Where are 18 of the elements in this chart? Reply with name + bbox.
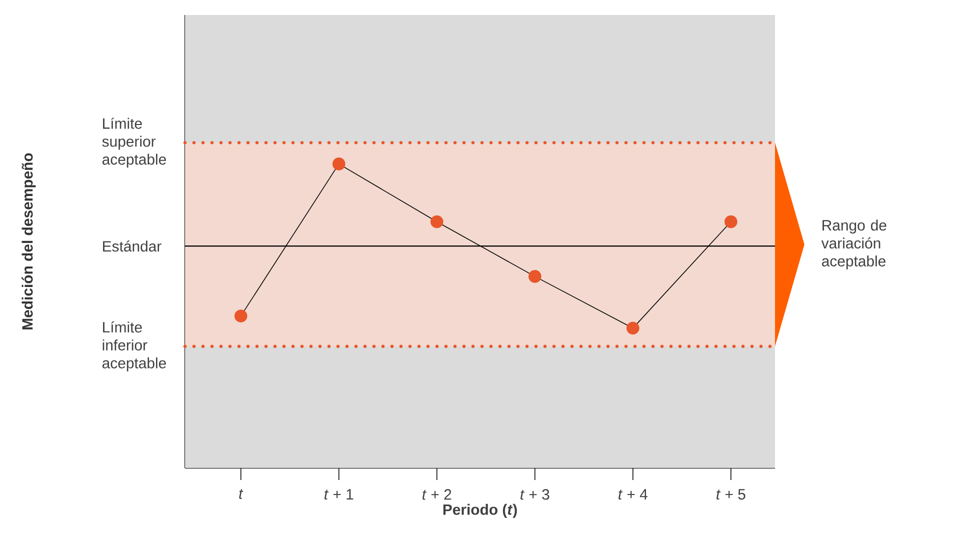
ref-line-label: Límite superior aceptable [102, 118, 166, 168]
x-tick-label: t + 3 [520, 489, 550, 500]
x-tick-label: t + 2 [422, 489, 452, 500]
point [430, 215, 444, 228]
text: Medición del desempeño [22, 153, 36, 330]
point [724, 215, 738, 228]
x-axis-title: Periodo (t) [443, 504, 517, 518]
point [332, 158, 346, 170]
x-tick-label: t + 1 [324, 489, 354, 500]
point [528, 270, 542, 283]
point [626, 322, 640, 335]
band-label: Rango de variación aceptable [821, 220, 886, 270]
ref-line-label: Estándar [103, 240, 162, 252]
x-tick-label: t [239, 489, 244, 499]
ref-line-label: Límite inferior aceptable [102, 321, 166, 372]
x-tick-label: t + 4 [618, 489, 648, 500]
x-tick-label: t + 5 [716, 489, 746, 500]
point [234, 310, 248, 322]
